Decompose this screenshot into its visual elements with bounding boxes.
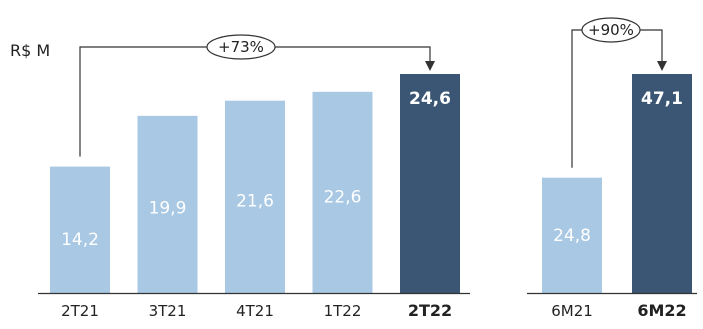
category-label-1t22: 1T22	[324, 302, 362, 320]
bar-1t22	[312, 91, 373, 294]
growth-arrowhead	[425, 61, 435, 71]
value-label-4t21: 21,6	[236, 191, 274, 211]
growth-badge	[206, 34, 276, 60]
bar-2t22	[400, 74, 460, 293]
growth-label: +90%	[588, 21, 634, 39]
category-label-4t21: 4T21	[236, 302, 274, 320]
bar-4t21	[225, 100, 285, 294]
value-label-6m22: 47,1	[641, 89, 683, 109]
value-label-3t21: 19,9	[149, 198, 187, 218]
bar-6m22	[632, 74, 692, 293]
quarterly-panel: 14,2 2T21 19,9 3T21 21,6 4T21 22,6 1T22 24,6 2T22…	[38, 34, 470, 320]
bar-6m21	[542, 177, 602, 293]
semester-panel: 24,8 6M21 47,1 6M22 +90%	[527, 17, 697, 320]
growth-label: +73%	[218, 38, 264, 56]
value-label-2t22: 24,6	[409, 89, 451, 109]
category-label-2t21: 2T21	[61, 302, 99, 320]
category-label-3t21: 3T21	[149, 302, 187, 320]
bar-3t21	[137, 115, 198, 293]
growth-arrowhead	[657, 61, 667, 71]
value-label-6m21: 24,8	[553, 226, 591, 246]
category-label-2t22: 2T22	[408, 301, 452, 320]
unit-label: R$ M	[10, 41, 50, 60]
growth-badge	[581, 17, 641, 43]
bar-2t21	[50, 166, 110, 293]
value-label-2t21: 14,2	[61, 230, 99, 250]
category-label-6m21: 6M21	[551, 302, 593, 320]
category-label-6m22: 6M22	[637, 301, 686, 320]
value-label-1t22: 22,6	[324, 187, 362, 207]
